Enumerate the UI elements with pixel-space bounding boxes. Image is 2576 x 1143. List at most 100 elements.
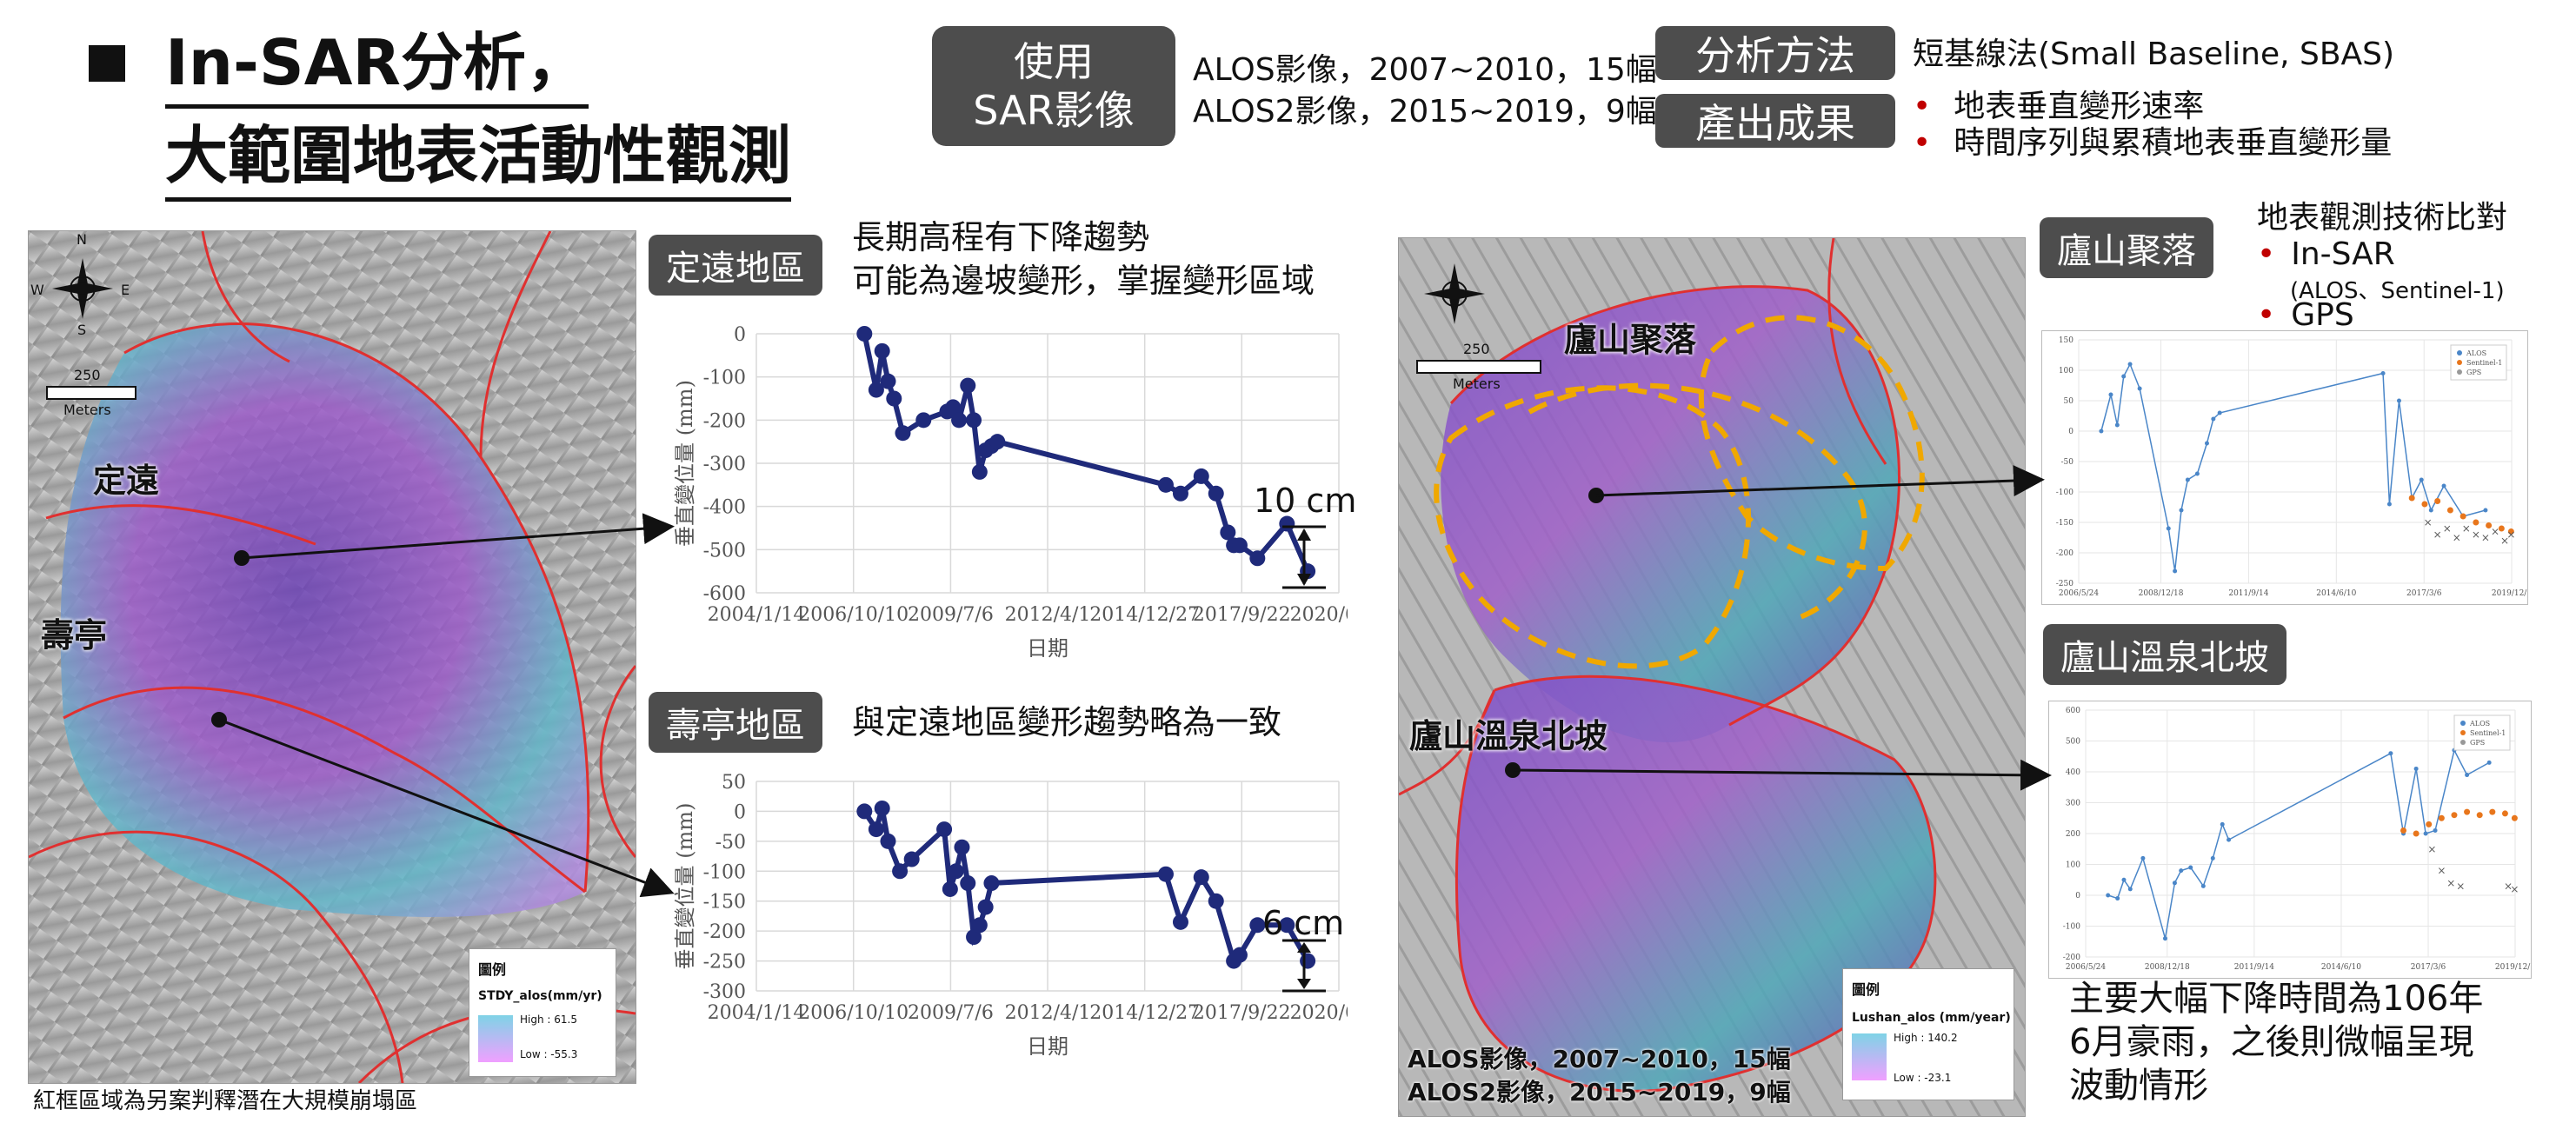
x-tick-label: 2004/1/14	[708, 604, 806, 626]
data-point	[2396, 398, 2401, 403]
data-point	[2426, 821, 2433, 827]
summary-line-2: 6月豪雨，之後則微幅呈現	[2069, 1022, 2474, 1062]
gps-point: ×	[2481, 532, 2490, 544]
data-point	[954, 839, 970, 855]
data-point	[2166, 526, 2171, 531]
right-map-bottom-notes: ALOS影像，2007~2010，15幅 ALOS2影像，2015~2019，9…	[1408, 1043, 1791, 1109]
data-point	[2172, 881, 2177, 886]
y-axis-label: 垂直變位量 (mm)	[673, 803, 697, 970]
data-point	[2476, 812, 2483, 819]
bullet-dot-icon: •	[2257, 236, 2276, 272]
gps-point: ×	[2462, 522, 2471, 535]
legend-high: High : 61.5	[520, 1013, 577, 1026]
x-tick-label: 2017/3/6	[2406, 589, 2442, 598]
lushan-north-summary: 主要大幅下降時間為106年 6月豪雨，之後則微幅呈現 波動情形	[2069, 977, 2483, 1107]
bullet-dot-icon: •	[1913, 89, 1932, 124]
lushan-item-1: • In-SAR	[2257, 236, 2395, 272]
bottom-note-2: ALOS2影像，2015~2019，9幅	[1408, 1078, 1791, 1106]
data-point	[966, 412, 982, 429]
output-item-2: • 時間序列與累積地表垂直變形量	[1913, 125, 2393, 161]
gps-point: ×	[2491, 526, 2499, 538]
data-point	[1208, 893, 1224, 909]
data-point	[2099, 429, 2104, 434]
data-point	[989, 434, 1006, 450]
data-point	[892, 863, 909, 880]
dingyuan-scale-note: 10 cm	[1254, 482, 1357, 520]
legend-marker	[2457, 369, 2462, 375]
data-point	[2127, 887, 2133, 892]
y-tick-label: 50	[2064, 397, 2074, 406]
lushan-item-2: • GPS	[2257, 297, 2354, 333]
dingyuan-desc-1: 長期高程有下降趨勢	[852, 218, 1150, 256]
data-point	[948, 863, 964, 880]
data-point	[1279, 917, 1295, 934]
data-point	[2408, 495, 2415, 502]
arrow-dingyuan	[241, 513, 675, 560]
data-point	[2507, 528, 2514, 535]
legend-label: ALOS	[2466, 349, 2486, 357]
data-point	[2400, 827, 2407, 834]
x-tick-label: 2017/9/22	[1193, 1002, 1291, 1024]
dingyuan-desc-2: 可能為邊坡變形，掌握變形區域	[852, 262, 1315, 300]
data-point	[2200, 883, 2206, 888]
data-point	[936, 821, 953, 838]
data-point	[2460, 513, 2466, 520]
y-tick-label: -50	[2061, 458, 2074, 467]
legend-high: High : 140.2	[1894, 1032, 1958, 1044]
data-point	[1249, 550, 1266, 567]
shouting-scale-bracket	[1278, 939, 1330, 993]
arrow-lushan-north	[1512, 759, 2052, 791]
data-point	[1172, 914, 1188, 930]
gps-point: ×	[2504, 880, 2513, 892]
data-point	[2421, 501, 2428, 508]
alos-text: ALOS影像，2007~2010，15幅	[1193, 52, 1657, 88]
legend-low: Low : -23.1	[1894, 1072, 1952, 1084]
place-shouting: 壽亭	[41, 616, 108, 655]
y-tick-label: -600	[703, 583, 746, 605]
x-tick-label: 2009/7/6	[908, 1002, 994, 1024]
dingyuan-scale-bracket	[1278, 525, 1330, 589]
scale-unit: Meters	[63, 402, 111, 418]
scale-value: 250	[74, 367, 101, 383]
data-point	[1208, 485, 1224, 502]
lushan-compare-title: 地表觀測技術比對	[2257, 200, 2508, 236]
legend-marker	[2460, 730, 2466, 735]
title-line-2: 大範圍地表活動性觀測	[165, 114, 792, 202]
gps-point: ×	[2472, 528, 2480, 541]
lushan-label: 廬山聚落	[2040, 217, 2213, 278]
y-tick-label: -150	[2056, 519, 2073, 528]
bullet-dot-icon: •	[1913, 125, 1932, 161]
x-tick-label: 2017/3/6	[2411, 963, 2446, 972]
data-point	[1231, 537, 1248, 554]
y-tick-label: -500	[703, 540, 746, 562]
scale-value: 250	[1463, 341, 1490, 357]
output-item-1: • 地表垂直變形速率	[1913, 89, 2205, 124]
data-point	[880, 373, 896, 389]
data-point	[2464, 808, 2471, 815]
data-point	[2137, 386, 2142, 391]
y-tick-label: 0	[734, 324, 746, 346]
scale-bar	[46, 386, 136, 400]
y-tick-label: 150	[2059, 336, 2073, 345]
output-label: 產出成果	[1655, 94, 1895, 148]
y-tick-label: -50	[716, 832, 746, 854]
data-point	[966, 929, 982, 946]
x-tick-label: 2014/12/27	[1089, 1002, 1200, 1024]
x-tick-label: 2008/12/18	[2145, 963, 2190, 972]
y-tick-label: 200	[2066, 830, 2080, 839]
y-tick-label: -200	[2056, 549, 2073, 558]
x-axis-label: 日期	[1027, 636, 1068, 661]
x-tick-label: 2014/6/10	[2316, 589, 2356, 598]
data-point	[2121, 877, 2127, 882]
x-tick-label: 2014/6/10	[2321, 963, 2361, 972]
data-point	[2179, 508, 2184, 513]
summary-line-3: 波動情形	[2069, 1066, 2208, 1106]
data-point	[2413, 830, 2420, 837]
data-point	[2501, 810, 2508, 817]
y-tick-label: 500	[2066, 738, 2080, 747]
y-tick-label: -250	[703, 952, 746, 974]
gps-point: ×	[2456, 880, 2465, 892]
y-tick-label: 0	[2075, 892, 2080, 900]
data-point	[2433, 827, 2438, 833]
x-tick-label: 2011/9/14	[2228, 589, 2268, 598]
